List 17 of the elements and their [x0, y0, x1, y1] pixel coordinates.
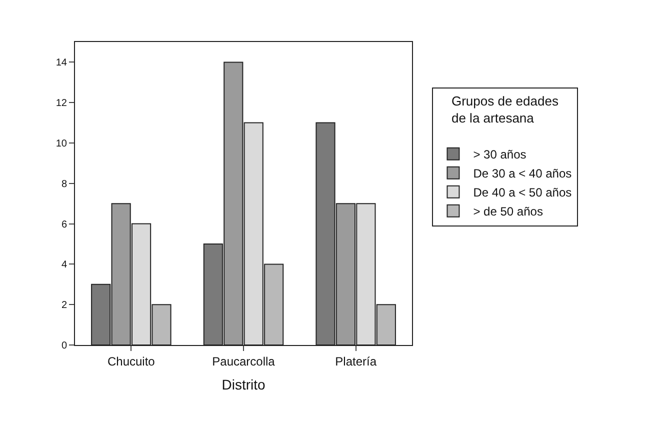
x-tick-label: Chucuito	[107, 354, 156, 368]
legend-label: De 30 a < 40 años	[473, 166, 572, 181]
y-tick-label: 12	[56, 98, 68, 110]
x-axis-title: Distrito	[222, 376, 266, 393]
y-tick-label: 0	[61, 340, 68, 352]
y-tick-label: 8	[61, 178, 68, 190]
y-tick-label: 2	[61, 300, 68, 312]
x-tick-label: Paucarcolla	[212, 354, 276, 368]
y-tick-label: 4	[61, 260, 68, 271]
y-tick-label: 6	[61, 219, 68, 230]
y-tick-label: 14	[56, 58, 68, 69]
legend-label: > de 50 años	[473, 204, 543, 219]
legend-title: Grupos de edades de la artesana	[451, 94, 559, 126]
legend-label: > 30 años	[473, 148, 526, 162]
legend-label: De 40 a < 50 años	[473, 186, 572, 200]
x-tick-label: Platería	[335, 354, 377, 368]
y-tick-label: 10	[56, 138, 68, 150]
